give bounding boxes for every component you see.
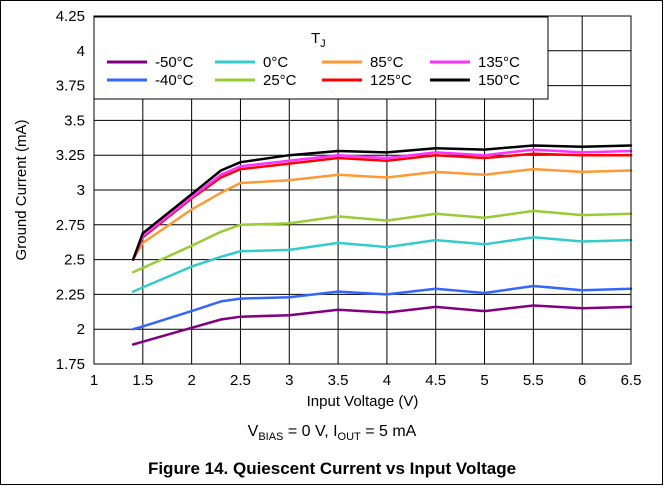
vbias-subscript: BIAS [258,431,283,443]
legend-title: TJ [311,30,326,50]
legend-label: 25°C [263,72,297,89]
series-line-6 [131,148,633,261]
plot-border [93,15,632,365]
x-tick-label: 5.5 [523,372,544,389]
legend-title-main: T [311,30,320,47]
y-tick-label: 1.75 [56,356,85,373]
series-lines [131,144,633,346]
x-tick-label: 1.5 [132,372,153,389]
iout-value: = 5 mA [361,423,417,440]
y-tick-label: 2 [77,321,85,338]
x-tick-label: 6.5 [621,372,642,389]
vbias-symbol: V [248,423,259,440]
legend-label: 85°C [370,54,404,71]
legend-box [93,16,549,100]
series-line-4 [131,167,633,261]
series-line-7 [131,144,633,261]
y-tick-label: 4 [77,43,85,60]
y-tick-labels: 1.75 2 2.25 2.5 2.75 3 3.25 3.5 3.75 4 4.25 [56,8,85,373]
x-tick-labels: 1 1.5 2 2.5 3 3.5 4 4.5 5 5.5 6 6.5 [90,372,642,389]
legend-label: -50°C [155,54,194,71]
x-tick-label: 4.5 [425,372,446,389]
x-tick-label: 2.5 [230,372,251,389]
legend-label: 125°C [370,72,412,89]
series-line-2 [131,236,633,293]
y-tick-label: 2.75 [56,217,85,234]
x-tick-label: 3 [285,372,293,389]
legend-label: 150°C [478,72,520,89]
legend-label: 135°C [478,54,520,71]
legend-label: -40°C [155,72,194,89]
series-line-1 [131,284,633,331]
y-tick-label: 4.25 [56,8,85,25]
y-tick-label: 3 [77,182,85,199]
legend-items: -50°C 0°C 85°C 135°C -40°C 25°C 125°C 150°C [107,54,520,89]
y-tick-label: 3.5 [64,112,85,129]
vbias-value: = 0 V, I [283,423,337,440]
test-conditions: VBIAS = 0 V, IOUT = 5 mA [248,423,417,443]
y-tick-label: 3.25 [56,147,85,164]
x-tick-label: 4 [383,372,391,389]
legend: TJ -50°C 0°C 85°C 135°C -40°C 25°C 125°C 150°C [93,16,549,100]
x-tick-label: 3.5 [328,372,349,389]
x-tick-label: 6 [578,372,586,389]
series-line-3 [131,209,633,274]
figure-caption: Figure 14. Quiescent Current vs Input Vo… [148,459,516,478]
legend-label: 0°C [263,54,288,71]
x-tick-label: 2 [187,372,195,389]
y-axis-label: Ground Current (mA) [13,120,30,261]
x-tick-label: 5 [480,372,488,389]
y-tick-label: 2.5 [64,252,85,269]
x-tick-label: 1 [90,372,98,389]
series-line-0 [131,304,633,346]
legend-title-sub: J [320,38,326,50]
y-tick-label: 3.75 [56,78,85,95]
iout-subscript: OUT [338,431,362,443]
y-tick-label: 2.25 [56,286,85,303]
x-axis-label: Input Voltage (V) [307,393,419,410]
